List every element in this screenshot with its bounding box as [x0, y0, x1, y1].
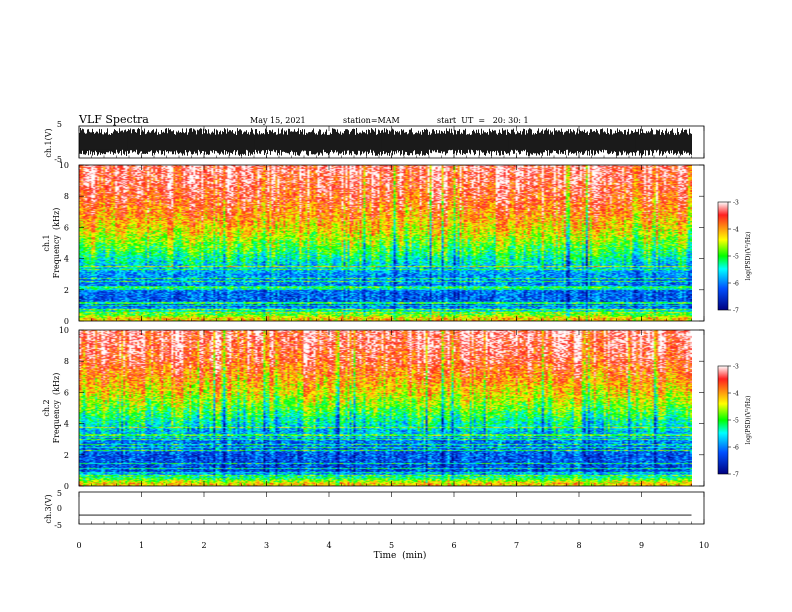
ch2-spectrogram-image	[79, 330, 692, 486]
ch2-spec-ytick-label: 8	[64, 357, 69, 366]
ch2-spec-ytick-label: 2	[64, 451, 69, 460]
colorbar-tick-label: -4	[733, 227, 739, 234]
colorbar-tick-label: -6	[733, 445, 739, 452]
figure-title: VLF Spectra	[78, 113, 149, 126]
ch1-wave-ytick-bottom: -5	[54, 155, 62, 164]
ch1-colorbar: -3 -4 -5 -6 -7	[717, 200, 739, 315]
xtick-label: 10	[699, 541, 709, 550]
ch1-spec-ytick-label: 2	[64, 286, 69, 295]
ch2-spectrogram-yticks: 0 2 4 6 8 10	[59, 326, 704, 491]
ch1-waveform-panel	[79, 128, 692, 156]
colorbar-tick-label: -3	[733, 200, 739, 207]
ch1-waveform-trace	[79, 128, 692, 156]
xtick-label: 9	[639, 541, 644, 550]
ch3-wave-ytick-bottom: -5	[54, 521, 62, 530]
time-axis-ticks: 0 1 2 3 4 5 6 7 8 9 10	[76, 126, 709, 550]
colorbar-tick-label: -6	[733, 281, 739, 288]
xtick-label: 4	[326, 541, 331, 550]
xtick-label: 2	[201, 541, 206, 550]
ch2-spec-ytick-label: 0	[64, 482, 69, 491]
ch1-spec-ytick-label: 0	[64, 317, 69, 326]
colorbar-tick-label: -5	[733, 254, 739, 261]
colorbar-tick-label: -7	[733, 472, 739, 479]
start-time-label: start UT = 20: 30: 1	[437, 116, 529, 125]
ch1-spec-ytick-label: 8	[64, 192, 69, 201]
colorbar-tick-label: -3	[733, 364, 739, 371]
ch2-colorbar-rect	[717, 365, 729, 475]
xtick-label: 1	[139, 541, 144, 550]
ch2-spec-ytick-label: 6	[64, 388, 69, 397]
ch1-wave-ylabel: ch.1(V)	[44, 128, 53, 157]
ch1-spec-ylabel: Frequency (kHz)	[52, 208, 61, 279]
time-axis-label: Time (min)	[374, 550, 427, 561]
xtick-label: 0	[76, 541, 81, 550]
ch1-spec-ytick-label: 6	[64, 223, 69, 232]
ch2-colorbar: -3 -4 -5 -6 -7	[717, 364, 739, 479]
xtick-label: 8	[576, 541, 581, 550]
colorbar-tick-label: -4	[733, 391, 739, 398]
colorbar-tick-label: -7	[733, 308, 739, 315]
ch2-spec-channel-label: ch.2	[42, 399, 51, 416]
ch2-spec-ytick-label: 4	[64, 420, 69, 429]
xtick-label: 3	[264, 541, 269, 550]
ch3-wave-ytick-top: 5	[57, 489, 62, 498]
ch3-wave-ylabel: ch.3(V)	[44, 494, 53, 523]
xtick-label: 6	[451, 541, 456, 550]
colorbar-tick-label: -5	[733, 418, 739, 425]
ch1-spec-channel-label: ch.1	[42, 234, 51, 251]
ch2-spec-ytick-label: 10	[59, 326, 69, 335]
ch1-spectrogram-yticks: 0 2 4 6 8 10	[59, 161, 704, 326]
station-label: station=MAM	[343, 116, 400, 125]
xtick-label: 7	[514, 541, 519, 550]
ch3-wave-ytick-mid: 0	[57, 504, 62, 513]
ch1-spec-ytick-label: 10	[59, 161, 69, 170]
ch2-spec-ylabel: Frequency (kHz)	[52, 373, 61, 444]
ch2-colorbar-label: log(PSD)(V²/Hz)	[745, 396, 752, 445]
xtick-label: 5	[389, 541, 394, 550]
ch1-wave-ytick-top: 5	[57, 120, 62, 129]
ch1-colorbar-rect	[717, 201, 729, 311]
ch1-spec-ytick-label: 4	[64, 255, 69, 264]
ch1-colorbar-label: log(PSD)(V²/Hz)	[745, 232, 752, 281]
ch1-spectrogram-image	[79, 165, 692, 321]
date-label: May 15, 2021	[250, 116, 306, 125]
